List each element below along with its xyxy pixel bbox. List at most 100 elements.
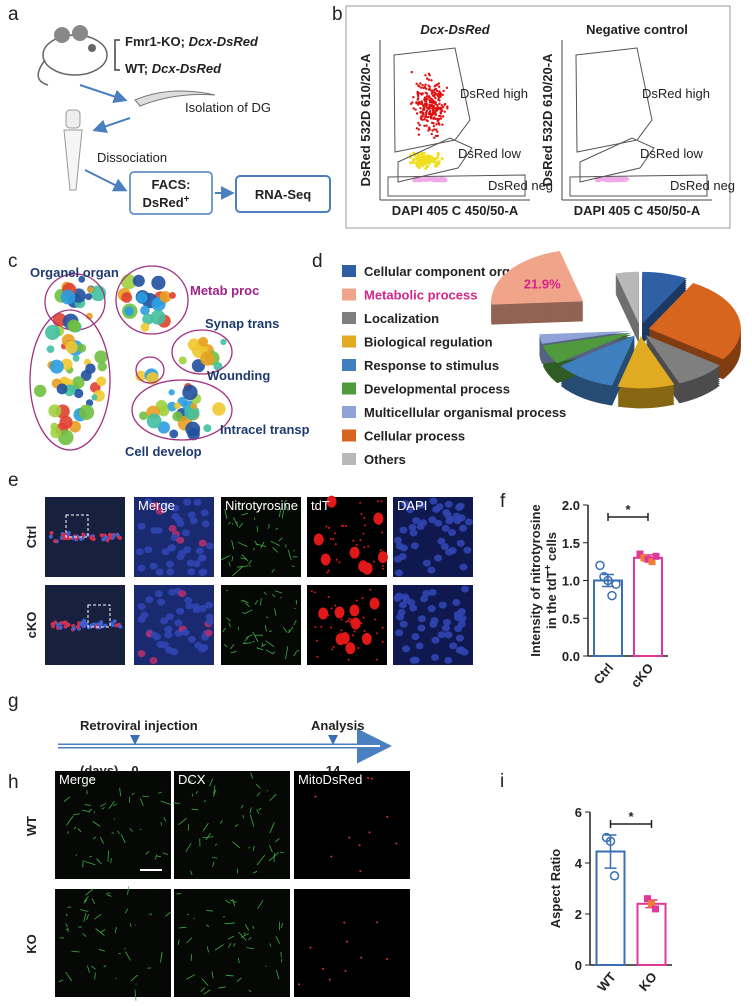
cell — [362, 633, 372, 645]
term-dot — [203, 424, 211, 432]
nucleus — [453, 513, 461, 520]
nucleus — [394, 537, 402, 544]
nucleus — [176, 537, 184, 544]
nucleus — [448, 529, 456, 536]
nucleus — [136, 548, 144, 555]
nucleus — [463, 547, 471, 554]
cell — [342, 525, 344, 527]
row-label: KO — [24, 934, 39, 954]
term-dot — [50, 360, 64, 374]
cell — [377, 521, 379, 523]
event-dot — [428, 73, 430, 75]
event-dot — [434, 157, 437, 160]
panel-frame — [346, 6, 730, 228]
event-dot — [441, 123, 443, 125]
nucleus — [161, 641, 169, 648]
nucleus — [166, 613, 174, 620]
cell — [349, 621, 351, 623]
event-dot — [424, 84, 426, 86]
event-dot — [433, 95, 435, 97]
genotype-reporter: Dcx-DsRed — [189, 34, 259, 49]
column-label: MitoDsRed — [298, 772, 362, 787]
cell — [80, 621, 84, 625]
term-dot — [96, 376, 106, 386]
event-dot — [444, 111, 446, 113]
cell — [382, 565, 384, 567]
fiber — [244, 932, 245, 934]
legend-swatch — [342, 265, 356, 277]
cell — [367, 545, 369, 547]
event-dot — [420, 87, 422, 89]
nucleus — [184, 597, 192, 604]
axis-label: DsRed 532D 610/20-A — [358, 53, 373, 187]
cell — [345, 525, 347, 527]
event-dot — [437, 95, 439, 97]
event-dot — [434, 114, 436, 116]
micrograph — [294, 889, 410, 997]
term-dot — [172, 411, 182, 421]
event-dot — [433, 100, 435, 102]
event-dot — [433, 137, 435, 139]
nucleus — [395, 629, 403, 636]
nucleus — [441, 543, 449, 550]
nucleus — [399, 527, 407, 534]
event-dot — [427, 95, 429, 97]
nucleus — [394, 556, 402, 563]
nucleus — [442, 525, 450, 532]
gate-label: DsRed high — [460, 86, 528, 101]
nucleus — [439, 602, 447, 609]
cell — [377, 500, 379, 502]
event-dot — [433, 89, 435, 91]
nucleus — [420, 595, 428, 602]
x-tick-label: cKO — [628, 660, 657, 690]
cell — [364, 524, 366, 526]
legend-swatch — [342, 453, 356, 465]
event-dot — [425, 157, 428, 160]
legend-label: Response to stimulus — [364, 358, 499, 373]
nucleus — [157, 599, 165, 606]
nucleus — [449, 547, 457, 554]
cell — [382, 568, 384, 570]
event-dot — [614, 178, 620, 181]
y-tick-label: 1.0 — [562, 574, 580, 589]
nucleus — [206, 613, 214, 620]
cell — [340, 632, 350, 644]
cell — [316, 656, 318, 658]
micrograph — [307, 585, 387, 665]
term-dot — [179, 356, 187, 364]
cell — [318, 607, 328, 619]
column-label: Merge — [138, 498, 175, 513]
legend-label: Metabolic process — [364, 288, 477, 303]
cell — [356, 600, 358, 602]
nucleus — [138, 523, 146, 530]
micrograph — [55, 771, 171, 879]
event-dot — [435, 161, 438, 164]
cell — [314, 534, 324, 546]
term-dot — [85, 363, 95, 373]
step-label: Isolation of DG — [185, 100, 271, 115]
cell — [314, 591, 316, 593]
cell — [362, 533, 364, 535]
gate — [576, 48, 652, 152]
term-dot — [141, 323, 150, 332]
nucleus — [452, 599, 460, 606]
nucleus — [411, 542, 419, 549]
nucleus — [403, 596, 411, 603]
cell — [381, 532, 383, 534]
event-dot — [422, 92, 424, 94]
cell — [316, 640, 318, 642]
nucleus — [411, 633, 419, 640]
y-label-line: Aspect Ratio — [548, 849, 563, 929]
facs-cells: DsRed+ — [142, 194, 189, 210]
event-dot — [437, 152, 440, 155]
cell — [314, 626, 316, 628]
cell — [370, 597, 380, 609]
legend-label: Cellular process — [364, 429, 465, 444]
event-dot — [426, 98, 428, 100]
cell — [362, 597, 364, 599]
cell — [318, 541, 320, 543]
event-dot — [436, 131, 438, 133]
nucleus — [456, 635, 464, 642]
speck — [343, 922, 345, 924]
mouse-body — [43, 35, 107, 75]
